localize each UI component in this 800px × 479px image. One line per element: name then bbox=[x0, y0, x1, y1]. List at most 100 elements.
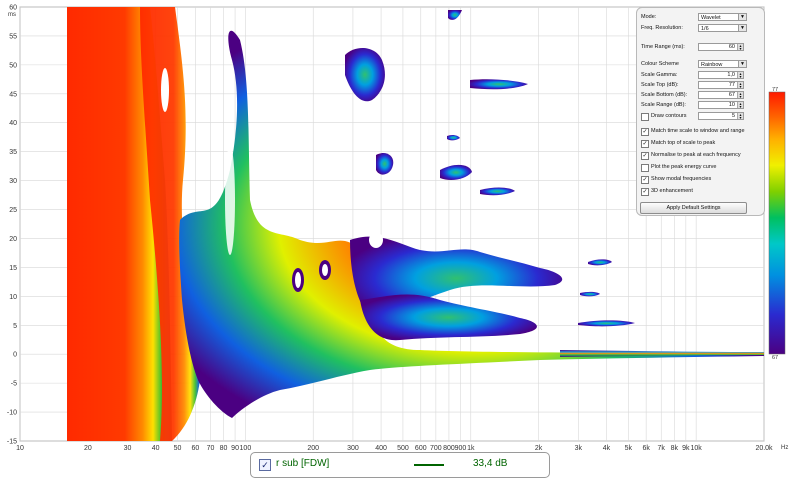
tail-line bbox=[560, 350, 764, 357]
y-tick-label: 55 bbox=[9, 33, 17, 40]
x-tick-label: 70 bbox=[207, 445, 215, 452]
blob-upper-5 bbox=[440, 164, 472, 180]
option-checkbox[interactable]: ✓ bbox=[641, 152, 649, 160]
freq-resolution-value: 1/6 bbox=[701, 26, 709, 32]
colour-scheme-select[interactable]: Rainbow ▼ bbox=[698, 60, 747, 68]
x-tick-label: 90 bbox=[231, 445, 239, 452]
y-tick-label: 30 bbox=[9, 178, 17, 185]
x-tick-label: 1k bbox=[467, 445, 475, 452]
draw-contours-checkbox[interactable] bbox=[641, 113, 649, 121]
y-tick-label: 50 bbox=[9, 62, 17, 69]
y-tick-label: 10 bbox=[9, 294, 17, 301]
option-checkbox[interactable]: ✓ bbox=[641, 140, 649, 148]
freq-resolution-row: Freq. Resolution: 1/6 ▼ bbox=[641, 24, 761, 33]
y-tick-label: 5 bbox=[13, 323, 17, 330]
x-tick-label: 20 bbox=[84, 445, 92, 452]
freq-resolution-select[interactable]: 1/6 ▼ bbox=[698, 24, 747, 32]
legend-checkbox[interactable]: ✓ bbox=[259, 459, 271, 471]
x-axis-ticks: 10 20 30 40 50 60 70 80 90 100 200 300 400 500 600 700 8… bbox=[16, 445, 773, 452]
option-checkbox[interactable] bbox=[641, 164, 649, 172]
colour-scheme-row: Colour Scheme Rainbow ▼ bbox=[641, 60, 761, 69]
option-label: Plot the peak energy curve bbox=[651, 164, 717, 170]
draw-contours-input[interactable]: 5 ▴ ▾ bbox=[698, 112, 744, 120]
scale-bottom-label: Scale Bottom (dB): bbox=[641, 92, 688, 98]
scale-bottom-value: 67 bbox=[728, 92, 735, 98]
ridge-gap bbox=[369, 232, 383, 248]
option-label: Show modal frequencies bbox=[651, 176, 712, 182]
option-checkbox[interactable]: ✓ bbox=[641, 128, 649, 136]
x-tick-label: 6k bbox=[642, 445, 650, 452]
x-tick-label: 80 bbox=[220, 445, 228, 452]
colour-scheme-label: Colour Scheme bbox=[641, 61, 679, 67]
option-row: Plot the peak energy curve bbox=[641, 163, 761, 172]
x-tick-label: 100 bbox=[240, 445, 252, 452]
scale-gamma-value: 1,0 bbox=[727, 72, 735, 78]
spinner-arrows-icon[interactable]: ▴ ▾ bbox=[737, 113, 743, 120]
option-label: Match top of scale to peak bbox=[651, 140, 716, 146]
blob-right-2 bbox=[580, 291, 600, 297]
colour-scale-bar bbox=[768, 91, 786, 355]
y-tick-label: 60 bbox=[9, 5, 17, 12]
y-tick-label: 15 bbox=[9, 265, 17, 272]
x-tick-label: 400 bbox=[375, 445, 387, 452]
scale-top-value: 77 bbox=[728, 82, 735, 88]
draw-contours-row: Draw contours 5 ▴ ▾ bbox=[641, 112, 761, 121]
x-tick-label: 40 bbox=[152, 445, 160, 452]
chevron-down-icon[interactable]: ▼ bbox=[738, 14, 746, 20]
legend-series-name[interactable]: r sub [FDW] bbox=[276, 458, 330, 469]
y-tick-label: -5 bbox=[11, 381, 17, 388]
gap-oval-4 bbox=[295, 272, 301, 288]
scale-gamma-label: Scale Gamma: bbox=[641, 72, 678, 78]
option-label: 3D enhancement bbox=[651, 188, 693, 194]
mode-value: Wavelet bbox=[701, 15, 721, 21]
chevron-down-icon[interactable]: ▼ bbox=[738, 25, 746, 31]
blob-upper-6 bbox=[480, 187, 515, 196]
controls-panel: Mode: Wavelet ▼ Freq. Resolution: 1/6 ▼ Ti… bbox=[636, 7, 765, 216]
gap-oval-1 bbox=[161, 68, 169, 112]
scale-top-label: Scale Top (dB): bbox=[641, 82, 679, 88]
scale-gamma-input[interactable]: 1,0 ▴ ▾ bbox=[698, 71, 744, 79]
energy-body-main bbox=[179, 30, 764, 419]
spinner-arrows-icon[interactable]: ▴ ▾ bbox=[737, 102, 743, 109]
scale-bottom-input[interactable]: 67 ▴ ▾ bbox=[698, 91, 744, 99]
scale-range-input[interactable]: 10 ▴ ▾ bbox=[698, 101, 744, 109]
x-tick-label: 9k bbox=[682, 445, 690, 452]
legend-value: 33,4 dB bbox=[473, 458, 508, 469]
mode-select[interactable]: Wavelet ▼ bbox=[698, 13, 747, 21]
scale-top-input[interactable]: 77 ▴ ▾ bbox=[698, 81, 744, 89]
spectrogram-data bbox=[67, 7, 764, 441]
colour-bar-top-label: 77 bbox=[772, 87, 779, 93]
option-row: ✓ Match time scale to window and range bbox=[641, 127, 761, 136]
freq-resolution-label: Freq. Resolution: bbox=[641, 25, 683, 31]
spinner-arrows-icon[interactable]: ▴ ▾ bbox=[737, 82, 743, 89]
blob-upper-1 bbox=[345, 48, 385, 102]
option-row: ✓ Match top of scale to peak bbox=[641, 139, 761, 148]
blob-right-1 bbox=[588, 259, 612, 266]
spinner-arrows-icon[interactable]: ▴ ▾ bbox=[737, 72, 743, 79]
x-tick-label: 20.0k bbox=[755, 445, 773, 452]
chevron-down-icon[interactable]: ▼ bbox=[738, 61, 746, 67]
time-range-input[interactable]: 60 ▴ ▾ bbox=[698, 43, 744, 51]
mode-label: Mode: bbox=[641, 14, 657, 20]
option-checkbox[interactable]: ✓ bbox=[641, 176, 649, 184]
x-tick-label: 500 bbox=[397, 445, 409, 452]
spinner-arrows-icon[interactable]: ▴ ▾ bbox=[737, 92, 743, 99]
blob-right-3 bbox=[578, 320, 635, 327]
x-tick-label: 10 bbox=[16, 445, 24, 452]
scale-gamma-row: Scale Gamma: 1,0 ▴ ▾ bbox=[641, 71, 761, 80]
spinner-arrows-icon[interactable]: ▴ ▾ bbox=[737, 44, 743, 51]
scale-range-label: Scale Range (dB): bbox=[641, 102, 686, 108]
time-range-value: 60 bbox=[728, 44, 735, 50]
blob-upper-3 bbox=[470, 79, 528, 90]
option-row: ✓ Show modal frequencies bbox=[641, 175, 761, 184]
x-tick-label: 7k bbox=[658, 445, 666, 452]
x-tick-label: 700 bbox=[430, 445, 442, 452]
y-tick-label: -15 bbox=[7, 439, 17, 446]
option-checkbox[interactable]: ✓ bbox=[641, 188, 649, 196]
time-range-row: Time Range (ms): 60 ▴ ▾ bbox=[641, 43, 761, 52]
x-tick-label: 30 bbox=[124, 445, 132, 452]
apply-default-settings-button[interactable]: Apply Default Settings bbox=[640, 202, 747, 214]
y-tick-label: 40 bbox=[9, 120, 17, 127]
x-tick-label: 4k bbox=[603, 445, 611, 452]
ridge-2 bbox=[360, 294, 537, 341]
